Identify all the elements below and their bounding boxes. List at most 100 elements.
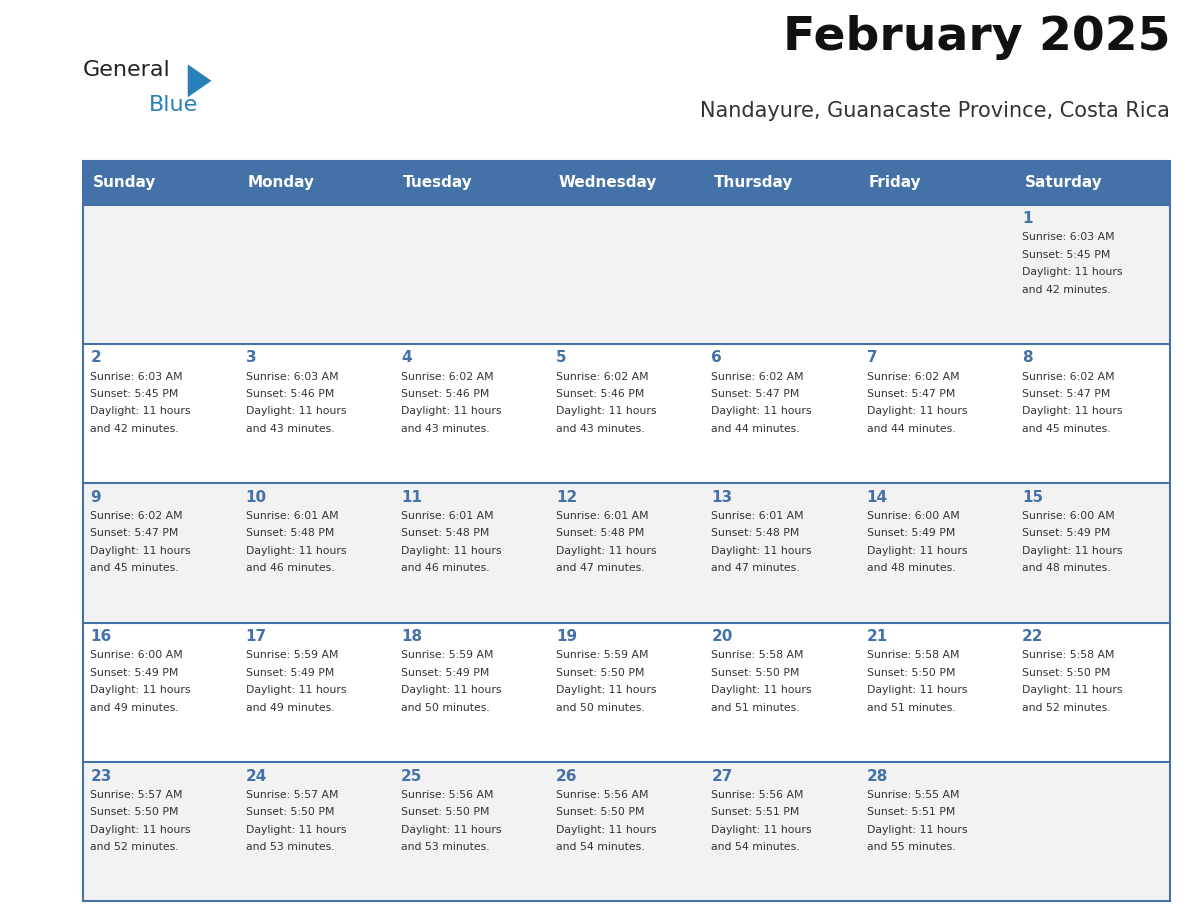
Bar: [549, 622, 704, 762]
Text: Sunset: 5:47 PM: Sunset: 5:47 PM: [712, 389, 800, 399]
Text: Daylight: 11 hours: Daylight: 11 hours: [90, 546, 191, 555]
Text: 6: 6: [712, 351, 722, 365]
Text: Daylight: 11 hours: Daylight: 11 hours: [712, 685, 811, 695]
Text: and 52 minutes.: and 52 minutes.: [90, 842, 179, 852]
Text: Daylight: 11 hours: Daylight: 11 hours: [867, 546, 967, 555]
Text: and 50 minutes.: and 50 minutes.: [556, 702, 645, 712]
Text: Daylight: 11 hours: Daylight: 11 hours: [1022, 407, 1123, 417]
Bar: [1015, 161, 1170, 205]
Bar: [704, 484, 860, 622]
Text: Daylight: 11 hours: Daylight: 11 hours: [246, 824, 346, 834]
Bar: [549, 484, 704, 622]
Text: and 45 minutes.: and 45 minutes.: [1022, 424, 1111, 434]
Text: 27: 27: [712, 768, 733, 784]
Text: Sunrise: 5:56 AM: Sunrise: 5:56 AM: [712, 789, 804, 800]
Bar: [549, 344, 704, 484]
Text: 26: 26: [556, 768, 577, 784]
Text: Sunset: 5:49 PM: Sunset: 5:49 PM: [867, 529, 955, 538]
Text: Sunrise: 5:58 AM: Sunrise: 5:58 AM: [867, 650, 959, 660]
Text: 4: 4: [400, 351, 411, 365]
Text: Sunset: 5:49 PM: Sunset: 5:49 PM: [400, 667, 489, 677]
Text: Sunrise: 5:59 AM: Sunrise: 5:59 AM: [246, 650, 339, 660]
Text: 10: 10: [246, 490, 266, 505]
Text: and 48 minutes.: and 48 minutes.: [867, 564, 955, 573]
Text: Daylight: 11 hours: Daylight: 11 hours: [556, 824, 657, 834]
Text: and 51 minutes.: and 51 minutes.: [712, 702, 800, 712]
Text: and 47 minutes.: and 47 minutes.: [712, 564, 800, 573]
Text: 25: 25: [400, 768, 422, 784]
Text: 23: 23: [90, 768, 112, 784]
Bar: [83, 484, 239, 622]
Text: Sunset: 5:49 PM: Sunset: 5:49 PM: [246, 667, 334, 677]
Bar: [860, 622, 1015, 762]
Text: Sunrise: 6:03 AM: Sunrise: 6:03 AM: [246, 372, 339, 382]
Text: Daylight: 11 hours: Daylight: 11 hours: [1022, 267, 1123, 277]
Text: Sunrise: 6:03 AM: Sunrise: 6:03 AM: [90, 372, 183, 382]
Text: Sunset: 5:49 PM: Sunset: 5:49 PM: [1022, 529, 1111, 538]
Text: Tuesday: Tuesday: [403, 175, 473, 190]
Text: Nandayure, Guanacaste Province, Costa Rica: Nandayure, Guanacaste Province, Costa Ri…: [700, 101, 1170, 121]
Bar: [83, 622, 239, 762]
Text: Daylight: 11 hours: Daylight: 11 hours: [400, 824, 501, 834]
Text: and 48 minutes.: and 48 minutes.: [1022, 564, 1111, 573]
Text: Sunset: 5:49 PM: Sunset: 5:49 PM: [90, 667, 178, 677]
Text: Daylight: 11 hours: Daylight: 11 hours: [712, 407, 811, 417]
Text: and 51 minutes.: and 51 minutes.: [867, 702, 955, 712]
Text: Sunrise: 6:00 AM: Sunrise: 6:00 AM: [90, 650, 183, 660]
Text: Sunrise: 6:02 AM: Sunrise: 6:02 AM: [712, 372, 804, 382]
Text: Sunrise: 6:01 AM: Sunrise: 6:01 AM: [712, 511, 804, 521]
Text: 15: 15: [1022, 490, 1043, 505]
Text: Sunrise: 6:02 AM: Sunrise: 6:02 AM: [90, 511, 183, 521]
Text: Sunrise: 5:58 AM: Sunrise: 5:58 AM: [1022, 650, 1114, 660]
Bar: [239, 344, 393, 484]
Bar: [704, 344, 860, 484]
Text: and 54 minutes.: and 54 minutes.: [556, 842, 645, 852]
Bar: [239, 205, 393, 344]
Bar: [239, 762, 393, 901]
Bar: [393, 205, 549, 344]
Text: and 43 minutes.: and 43 minutes.: [400, 424, 489, 434]
Text: 8: 8: [1022, 351, 1032, 365]
Text: Sunrise: 5:59 AM: Sunrise: 5:59 AM: [556, 650, 649, 660]
Text: Daylight: 11 hours: Daylight: 11 hours: [246, 685, 346, 695]
Text: Blue: Blue: [148, 95, 197, 115]
Text: Sunrise: 5:57 AM: Sunrise: 5:57 AM: [246, 789, 339, 800]
Text: Daylight: 11 hours: Daylight: 11 hours: [90, 407, 191, 417]
Text: Sunrise: 5:56 AM: Sunrise: 5:56 AM: [400, 789, 493, 800]
Text: Friday: Friday: [870, 175, 922, 190]
Bar: [860, 484, 1015, 622]
Text: 21: 21: [867, 629, 887, 644]
Text: Sunset: 5:48 PM: Sunset: 5:48 PM: [246, 529, 334, 538]
Text: Sunset: 5:46 PM: Sunset: 5:46 PM: [556, 389, 645, 399]
Bar: [1015, 762, 1170, 901]
Text: Sunrise: 6:00 AM: Sunrise: 6:00 AM: [1022, 511, 1114, 521]
Text: and 49 minutes.: and 49 minutes.: [246, 702, 334, 712]
Text: Daylight: 11 hours: Daylight: 11 hours: [712, 824, 811, 834]
Text: Daylight: 11 hours: Daylight: 11 hours: [556, 685, 657, 695]
Bar: [704, 205, 860, 344]
Text: and 42 minutes.: and 42 minutes.: [1022, 285, 1111, 295]
Text: Sunrise: 5:55 AM: Sunrise: 5:55 AM: [867, 789, 959, 800]
Text: and 53 minutes.: and 53 minutes.: [400, 842, 489, 852]
Text: Sunrise: 5:59 AM: Sunrise: 5:59 AM: [400, 650, 493, 660]
Text: 1: 1: [1022, 211, 1032, 226]
Bar: [549, 161, 704, 205]
Text: and 46 minutes.: and 46 minutes.: [400, 564, 489, 573]
Text: 12: 12: [556, 490, 577, 505]
Text: Sunset: 5:50 PM: Sunset: 5:50 PM: [712, 667, 800, 677]
Bar: [393, 622, 549, 762]
Text: Daylight: 11 hours: Daylight: 11 hours: [556, 546, 657, 555]
Text: Sunset: 5:47 PM: Sunset: 5:47 PM: [1022, 389, 1111, 399]
Text: Sunrise: 5:56 AM: Sunrise: 5:56 AM: [556, 789, 649, 800]
Text: 28: 28: [867, 768, 889, 784]
Text: Daylight: 11 hours: Daylight: 11 hours: [90, 685, 191, 695]
Text: Sunrise: 6:03 AM: Sunrise: 6:03 AM: [1022, 232, 1114, 242]
Text: Sunrise: 6:00 AM: Sunrise: 6:00 AM: [867, 511, 960, 521]
Bar: [239, 622, 393, 762]
Text: Sunset: 5:50 PM: Sunset: 5:50 PM: [556, 807, 645, 817]
Text: and 50 minutes.: and 50 minutes.: [400, 702, 489, 712]
Bar: [1015, 344, 1170, 484]
Text: Sunrise: 6:01 AM: Sunrise: 6:01 AM: [400, 511, 493, 521]
Text: Sunrise: 6:02 AM: Sunrise: 6:02 AM: [400, 372, 493, 382]
Bar: [860, 344, 1015, 484]
